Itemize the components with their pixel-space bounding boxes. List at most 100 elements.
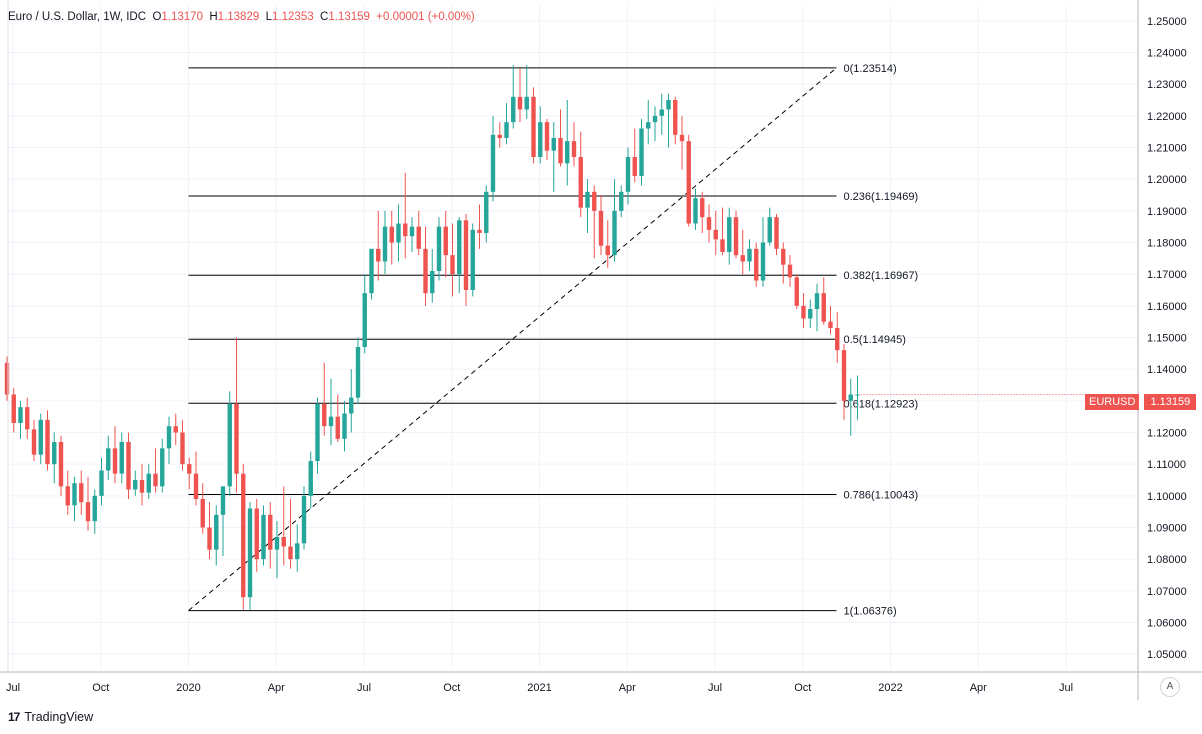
brand-name: TradingView — [24, 710, 94, 724]
candle-body — [52, 442, 57, 465]
low-label: L — [265, 11, 273, 23]
candle-body — [241, 473, 246, 598]
price-tag-price: 1.13159 — [1144, 394, 1197, 410]
candle-body — [342, 413, 347, 439]
y-tick-label: 1.25000 — [1147, 16, 1187, 28]
high-label: H — [209, 11, 218, 23]
candle-body — [524, 96, 529, 110]
candle-body — [706, 217, 712, 230]
candle-body — [85, 502, 91, 522]
candle-body — [268, 514, 273, 550]
open-label: O — [152, 11, 162, 23]
candle-body — [841, 350, 847, 401]
candle-body — [484, 191, 489, 233]
close-value: 1.13159 — [328, 11, 370, 23]
candle-body — [288, 546, 293, 560]
y-tick-label: 1.15000 — [1147, 333, 1187, 345]
candlestick-series[interactable] — [4, 65, 1138, 610]
y-tick-label: 1.12000 — [1147, 428, 1187, 440]
candle-body — [463, 220, 469, 290]
candle-body — [700, 198, 705, 218]
candle-body — [403, 223, 408, 237]
y-tick-label: 1.08000 — [1147, 554, 1187, 566]
candle-body — [31, 429, 37, 455]
candle-body — [160, 448, 165, 487]
candle-body — [713, 229, 718, 240]
x-tick-label: 2022 — [878, 682, 902, 694]
candle-body — [821, 293, 826, 322]
candle-body — [794, 277, 799, 306]
candle-body — [11, 394, 16, 423]
fibonacci-retracement[interactable]: 0(1.23514) 0.236(1.19469) 0.382(1.16967) 0.… — [188, 63, 919, 618]
auto-scale-button[interactable]: A — [1160, 677, 1180, 697]
candle-body — [578, 157, 583, 208]
candle-body — [106, 448, 111, 471]
y-tick-label: 1.16000 — [1147, 301, 1187, 313]
y-tick-label: 1.21000 — [1147, 143, 1187, 155]
candle-body — [450, 255, 455, 275]
low-value: 1.12353 — [272, 11, 314, 23]
candle-body — [396, 223, 401, 243]
candle-body — [814, 293, 820, 309]
candle-body — [315, 404, 320, 461]
tradingview-branding[interactable]: 17 TradingView — [8, 710, 93, 724]
candle-body — [99, 470, 104, 496]
candle-body — [693, 198, 698, 224]
candle-body — [625, 157, 631, 192]
chart-legend: Euro / U.S. Dollar, 1W, IDC O1.13170 H1.… — [8, 11, 475, 23]
candle-body — [740, 255, 745, 262]
candle-body — [72, 483, 77, 506]
candle-body — [781, 248, 786, 265]
candle-body — [605, 245, 610, 256]
candle-body — [490, 134, 496, 192]
x-tick-label: 2020 — [176, 682, 200, 694]
candle-body — [369, 248, 374, 294]
candle-body — [193, 473, 199, 499]
candle-body — [659, 109, 664, 116]
y-tick-label: 1.14000 — [1147, 364, 1187, 376]
y-tick-label: 1.24000 — [1147, 48, 1187, 60]
candle-body — [308, 461, 313, 496]
candle-body — [389, 226, 394, 243]
candle-body — [619, 191, 624, 211]
y-tick-label: 1.11000 — [1147, 459, 1186, 471]
candle-body — [173, 426, 178, 433]
y-tick-label: 1.07000 — [1147, 586, 1187, 598]
candle-body — [301, 495, 307, 544]
fib-level-label: 0.786(1.10043) — [844, 489, 919, 501]
high-value: 1.13829 — [217, 11, 260, 23]
change-value: +0.00001 (+0.00%) — [376, 11, 475, 23]
candle-body — [281, 537, 286, 547]
y-tick-label: 1.22000 — [1147, 111, 1187, 123]
fib-level-label: 0.5(1.14945) — [844, 334, 906, 346]
candle-body — [571, 141, 577, 157]
candle-body — [511, 96, 516, 123]
symbol-name: Euro / U.S. Dollar, 1W, IDC — [8, 11, 147, 23]
candle-body — [295, 543, 300, 560]
candle-body — [666, 100, 671, 110]
candle-body — [808, 309, 813, 319]
candle-body — [18, 407, 23, 423]
candle-body — [835, 328, 840, 351]
x-tick-label: Jul — [1059, 682, 1073, 694]
fib-trend-line — [188, 67, 837, 611]
candle-body — [727, 217, 732, 252]
y-tick-label: 1.19000 — [1147, 206, 1187, 218]
x-tick-label: Apr — [970, 682, 987, 694]
fib-level-label: 0.618(1.12923) — [844, 398, 919, 410]
candle-body — [376, 248, 381, 262]
x-tick-label: Jul — [708, 682, 722, 694]
axes: 1.05000 1.06000 1.07000 1.08000 1.09000 1.100… — [0, 0, 1202, 700]
x-tick-label: Jul — [6, 682, 20, 694]
candle-body — [254, 508, 259, 560]
y-tick-label: 1.20000 — [1147, 174, 1187, 186]
candle-body — [423, 248, 428, 294]
candle-body — [720, 239, 725, 252]
candle-body — [261, 514, 266, 560]
candle-body — [25, 407, 30, 430]
candle-body — [639, 128, 644, 176]
candle-body — [612, 210, 617, 256]
candle-body — [166, 426, 172, 449]
y-tick-label: 1.10000 — [1147, 491, 1187, 503]
